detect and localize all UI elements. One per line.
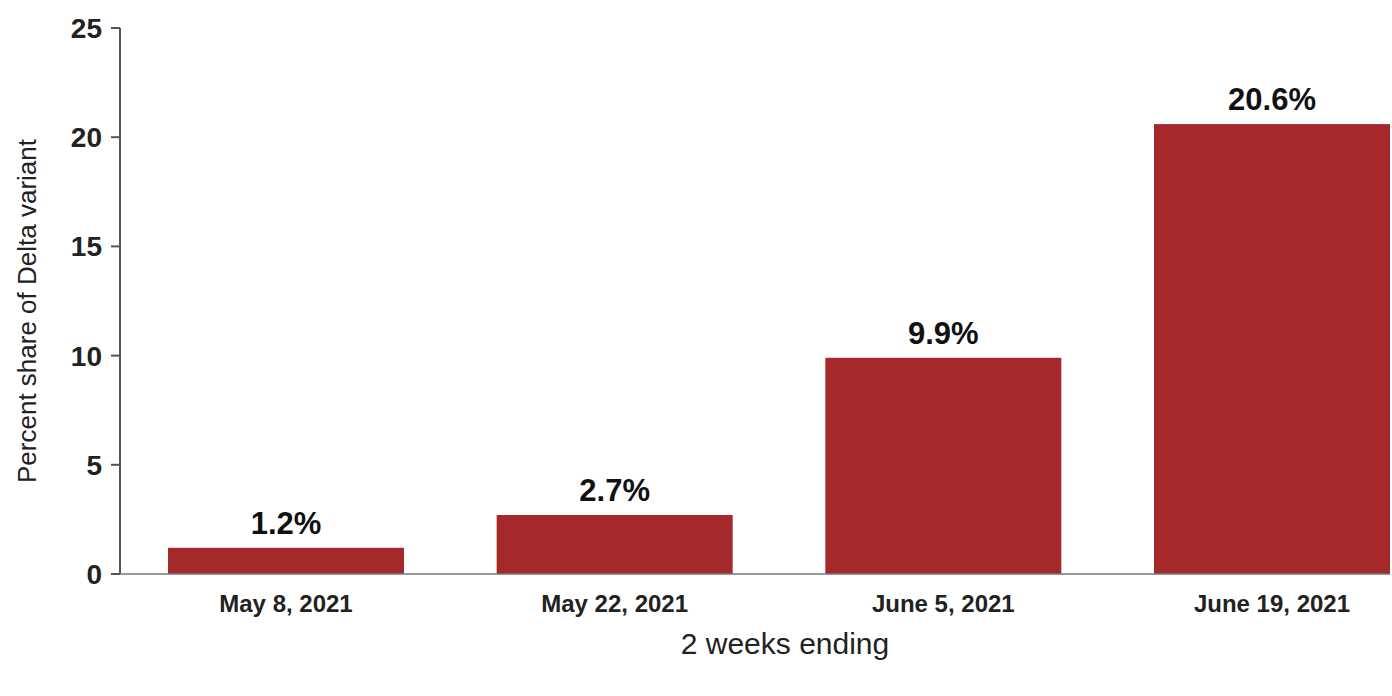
bar bbox=[168, 548, 404, 574]
y-tick bbox=[111, 464, 120, 466]
y-tick-label: 25 bbox=[71, 13, 102, 44]
y-axis-title: Percent share of Delta variant bbox=[12, 138, 42, 483]
data-label: 9.9% bbox=[908, 316, 979, 351]
y-tick-label: 20 bbox=[71, 122, 102, 153]
y-tick-label: 0 bbox=[86, 559, 102, 590]
data-label: 20.6% bbox=[1228, 82, 1316, 117]
bar bbox=[497, 515, 733, 574]
y-tick-label: 15 bbox=[71, 231, 102, 262]
x-tick-label: June 19, 2021 bbox=[1194, 590, 1350, 617]
y-tick-label: 5 bbox=[86, 450, 102, 481]
y-tick bbox=[111, 27, 120, 29]
y-tick-label: 10 bbox=[71, 341, 102, 372]
y-tick bbox=[111, 136, 120, 138]
x-tick-label: May 8, 2021 bbox=[219, 590, 352, 617]
data-label: 2.7% bbox=[579, 473, 650, 508]
y-axis bbox=[119, 28, 121, 574]
y-tick bbox=[111, 573, 120, 575]
data-label: 1.2% bbox=[251, 506, 322, 541]
y-tick bbox=[111, 355, 120, 357]
chart: 0 5 10 15 20 25 May 8, 2021 May 22, 2021 June 5,… bbox=[0, 0, 1392, 696]
x-tick-label: June 5, 2021 bbox=[872, 590, 1015, 617]
x-axis-title: 2 weeks ending bbox=[681, 627, 889, 660]
x-tick-label: May 22, 2021 bbox=[541, 590, 688, 617]
bars bbox=[168, 124, 1390, 574]
bar bbox=[1154, 124, 1390, 574]
y-tick bbox=[111, 245, 120, 247]
x-axis bbox=[120, 573, 1390, 575]
bar bbox=[825, 358, 1061, 574]
